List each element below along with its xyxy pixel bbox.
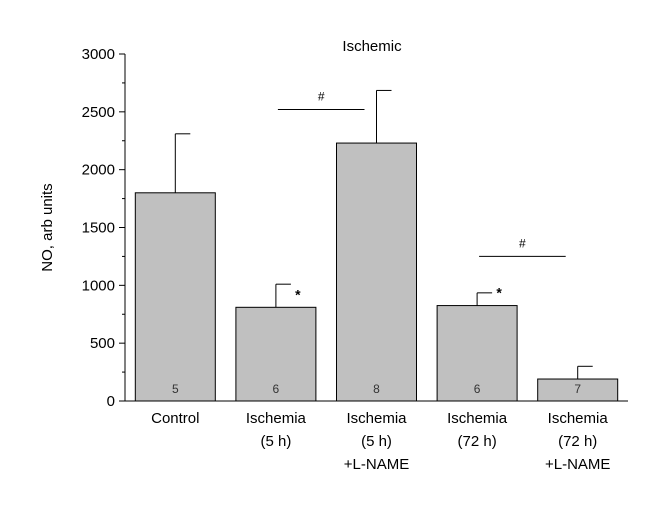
category-label-5-line-3: +L-NAME: [545, 456, 610, 473]
category-label-3-line-2: (5 h): [361, 433, 392, 450]
category-label-4-line-2: (72 h): [458, 433, 497, 450]
category-label-5-line-2: (72 h): [558, 433, 597, 450]
chart-title: Ischemic: [342, 38, 402, 55]
y-tick-label-1500: 1500: [82, 220, 115, 237]
significance-hash-1: #: [318, 90, 325, 104]
category-label-5-line-1: Ischemia: [548, 410, 609, 427]
y-tick-label-1000: 1000: [82, 277, 115, 294]
y-tick-label-0: 0: [107, 393, 115, 410]
category-label-3-line-1: Ischemia: [346, 410, 407, 427]
bar-2: [235, 306, 317, 402]
bar-4: [436, 305, 518, 402]
category-label-1-line-1: Control: [151, 410, 199, 427]
y-tick-label-2000: 2000: [82, 162, 115, 179]
y-axis-label: NO, arb units: [39, 183, 56, 271]
significance-star-4: *: [496, 285, 502, 301]
n-label-2: 6: [273, 382, 280, 396]
significance-star-2: *: [295, 286, 301, 302]
n-label-4: 6: [474, 382, 481, 396]
category-label-4-line-1: Ischemia: [447, 410, 508, 427]
category-label-3-line-3: +L-NAME: [344, 456, 409, 473]
n-label-1: 5: [172, 382, 179, 396]
category-label-2-line-1: Ischemia: [246, 410, 307, 427]
n-label-3: 8: [373, 382, 380, 396]
bar-1: [134, 192, 216, 402]
y-tick-label-3000: 3000: [82, 46, 115, 63]
n-label-5: 7: [574, 382, 581, 396]
y-tick-label-500: 500: [90, 335, 115, 352]
bar-3: [336, 142, 417, 402]
significance-hash-2: #: [519, 236, 526, 250]
category-label-2-line-2: (5 h): [260, 433, 291, 450]
y-tick-label-2500: 2500: [82, 104, 115, 121]
